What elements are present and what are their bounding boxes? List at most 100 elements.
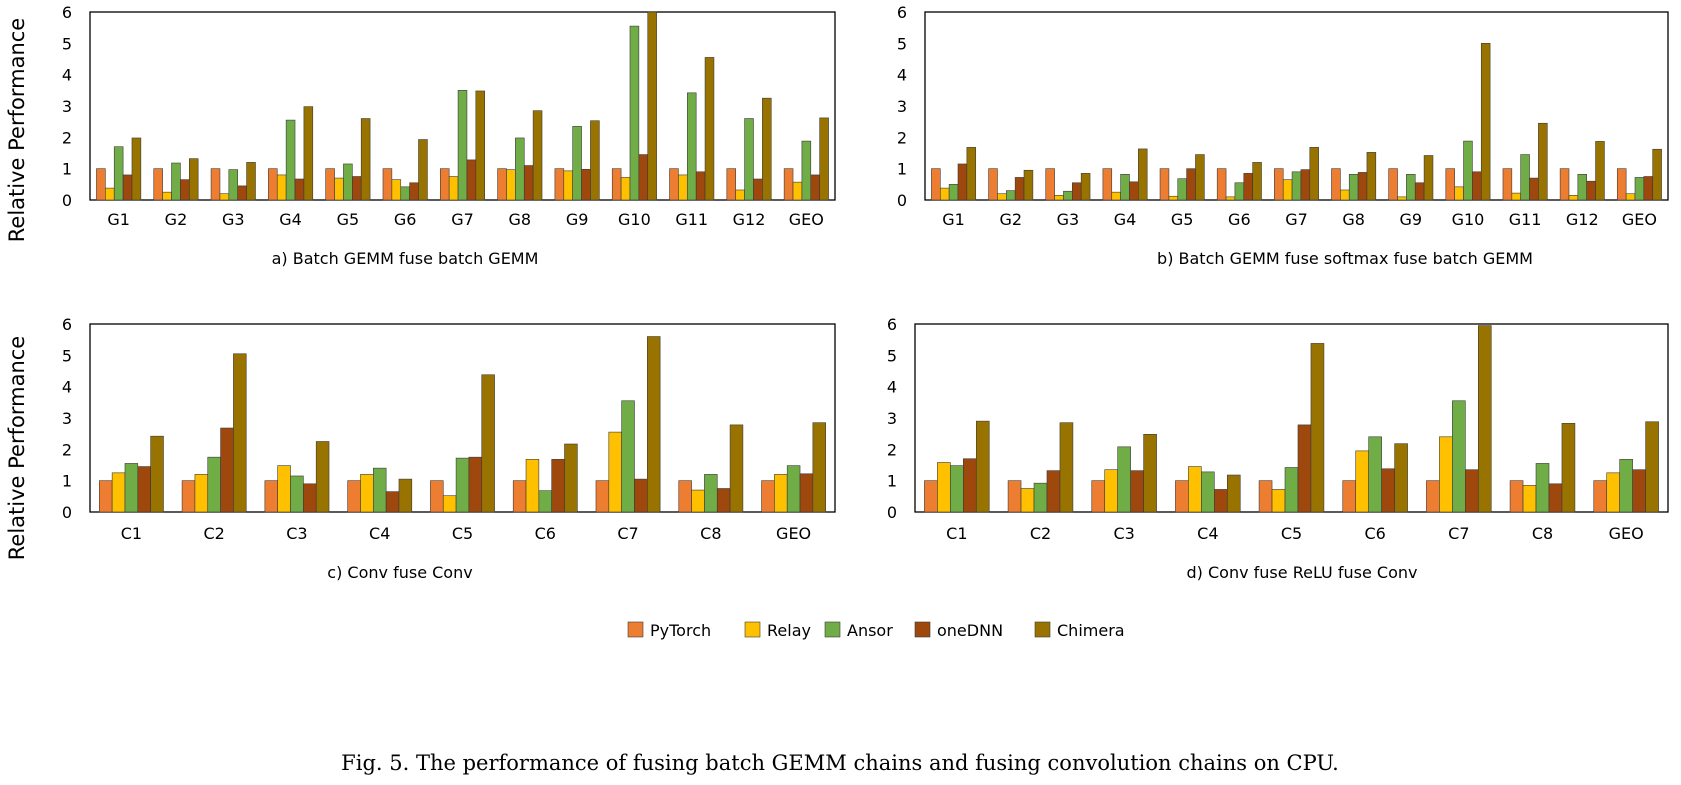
bar-pytorch-g2 — [988, 168, 998, 201]
bar-chimera-g5 — [360, 118, 371, 201]
x-tick-label: C1 — [121, 524, 142, 543]
bar-onednn-g2 — [180, 179, 190, 201]
bar-chimera-geo — [812, 422, 826, 513]
bar-ansor-g4 — [285, 119, 296, 201]
bar-relay-g1 — [939, 187, 950, 201]
bar-chimera-c6 — [1394, 443, 1408, 513]
bar-relay-g3 — [1054, 195, 1064, 201]
bar-pytorch-g10 — [1445, 168, 1455, 201]
x-tick-label: C4 — [1197, 524, 1218, 543]
bar-ansor-c5 — [455, 457, 470, 513]
bar-relay-g9 — [563, 170, 573, 201]
bar-chimera-geo — [819, 117, 829, 201]
bar-relay-c6 — [525, 459, 540, 513]
bar-ansor-c6 — [1368, 436, 1382, 513]
y-tick-label: 3 — [62, 409, 72, 428]
bar-onednn-g9 — [581, 168, 591, 201]
bar-pytorch-c7 — [595, 480, 610, 513]
bar-relay-g2 — [162, 191, 172, 201]
bar-relay-geo — [774, 474, 788, 513]
bar-relay-g7 — [448, 176, 459, 201]
bar-ansor-g7 — [457, 90, 468, 201]
bar-relay-g4 — [276, 174, 287, 201]
bar-relay-g1 — [105, 187, 115, 201]
bar-relay-c5 — [1271, 489, 1286, 513]
bar-pytorch-c2 — [181, 480, 196, 513]
x-tick-label: G2 — [165, 210, 188, 229]
bar-chimera-g2 — [188, 158, 199, 201]
bar-onednn-g5 — [1186, 168, 1196, 201]
bar-pytorch-c6 — [1342, 480, 1357, 513]
y-tick-label: 4 — [887, 378, 897, 397]
bar-chimera-g6 — [418, 139, 428, 201]
bar-ansor-c2 — [1033, 482, 1048, 513]
bar-onednn-c4 — [1214, 489, 1228, 513]
bar-chimera-c1 — [975, 420, 990, 513]
bar-pytorch-c4 — [1175, 480, 1189, 513]
bar-chimera-c7 — [647, 336, 661, 513]
x-tick-label: G3 — [1057, 210, 1080, 229]
y-tick-label: 0 — [62, 191, 72, 210]
bar-ansor-c8 — [1535, 463, 1550, 513]
x-tick-label: GEO — [789, 210, 824, 229]
bar-relay-c5 — [442, 495, 457, 513]
bar-pytorch-c3 — [1091, 480, 1106, 513]
bar-chimera-c7 — [1477, 325, 1492, 513]
bar-ansor-g8 — [515, 137, 525, 201]
bar-pytorch-g3 — [1045, 168, 1055, 201]
bar-pytorch-g5 — [325, 168, 335, 201]
bar-chimera-c6 — [564, 443, 578, 513]
bar-ansor-c4 — [1201, 471, 1215, 513]
bar-pytorch-c8 — [1509, 480, 1524, 513]
bar-chimera-g5 — [1195, 154, 1205, 201]
x-tick-label: C8 — [700, 524, 721, 543]
bar-relay-g2 — [997, 193, 1007, 201]
bar-pytorch-g11 — [1502, 168, 1513, 201]
bar-chimera-g12 — [762, 97, 772, 201]
bar-ansor-c7 — [1452, 400, 1466, 513]
bar-ansor-c5 — [1284, 467, 1299, 513]
bar-relay-g6 — [1225, 196, 1236, 201]
bar-ansor-c6 — [538, 490, 552, 513]
x-tick-label: G7 — [451, 210, 474, 229]
x-tick-label: G6 — [394, 210, 417, 229]
bar-pytorch-g6 — [382, 168, 393, 201]
bar-relay-g12 — [1568, 195, 1579, 201]
legend-label: Chimera — [1057, 621, 1125, 640]
bar-onednn-geo — [1632, 469, 1646, 513]
y-tick-label: 6 — [62, 315, 72, 334]
bar-pytorch-g7 — [1274, 168, 1284, 201]
bar-onednn-g3 — [237, 185, 247, 201]
bar-onednn-g1 — [122, 174, 133, 201]
y-tick-label: 1 — [897, 160, 907, 179]
bar-relay-g10 — [620, 177, 631, 201]
bar-chimera-g11 — [1538, 122, 1548, 201]
bar-relay-c2 — [1020, 488, 1035, 513]
y-tick-label: 5 — [887, 346, 897, 365]
bar-pytorch-c7 — [1426, 480, 1440, 513]
y-tick-label: 6 — [897, 3, 907, 22]
y-tick-label: 2 — [62, 128, 72, 147]
figure-caption: Fig. 5. The performance of fusing batch … — [341, 751, 1339, 775]
panel-title: b) Batch GEMM fuse softmax fuse batch GE… — [1157, 249, 1533, 268]
x-tick-label: G4 — [279, 210, 302, 229]
bar-chimera-g7 — [1309, 147, 1319, 201]
x-tick-label: G2 — [999, 210, 1022, 229]
bar-ansor-g12 — [1577, 174, 1587, 201]
bar-pytorch-geo — [1616, 168, 1627, 201]
bar-ansor-g12 — [744, 118, 754, 201]
bar-onednn-g12 — [753, 178, 763, 201]
bar-chimera-g9 — [1423, 155, 1434, 201]
bar-chimera-g12 — [1595, 141, 1605, 201]
bar-ansor-c1 — [124, 463, 139, 513]
bar-chimera-g11 — [704, 57, 715, 201]
bar-onednn-c7 — [634, 478, 648, 513]
bar-onednn-g8 — [1357, 172, 1368, 201]
y-tick-label: 5 — [62, 346, 72, 365]
bar-relay-c8 — [1522, 485, 1537, 513]
bar-ansor-g5 — [1177, 178, 1187, 201]
bar-pytorch-g1 — [931, 168, 941, 201]
legend-label: Relay — [767, 621, 811, 640]
bar-onednn-c1 — [963, 458, 977, 513]
